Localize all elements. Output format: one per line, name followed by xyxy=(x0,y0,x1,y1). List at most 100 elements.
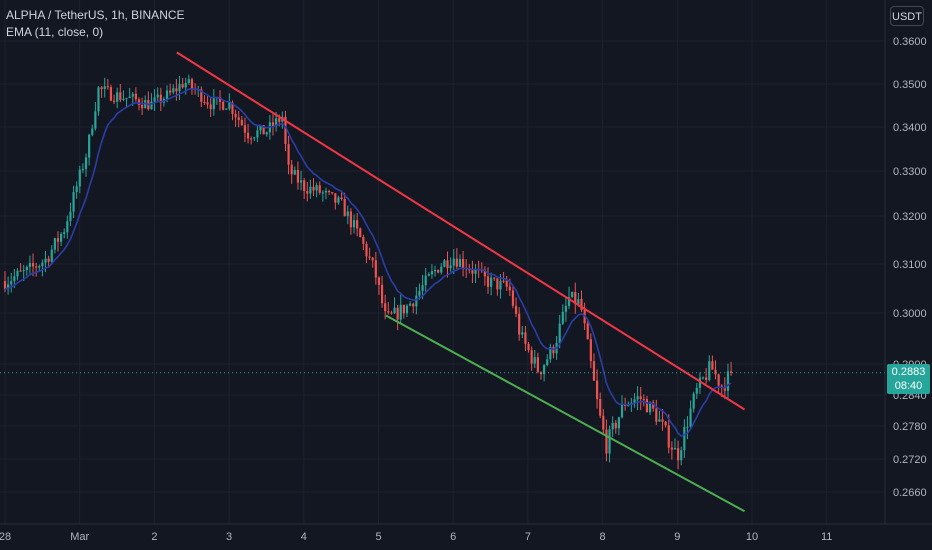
candle-body xyxy=(496,278,499,290)
candle-body xyxy=(667,425,670,448)
candle-body xyxy=(293,170,296,175)
chart-legend: ALPHA / TetherUS, 1h, BINANCE EMA (11, c… xyxy=(6,7,185,41)
grid xyxy=(0,0,885,524)
candle-body xyxy=(259,125,262,131)
candle-body xyxy=(483,269,487,277)
candle-body xyxy=(150,101,153,110)
candle-body xyxy=(558,323,561,343)
candle-body xyxy=(399,304,402,320)
candle-body xyxy=(165,90,169,100)
time-tick-label: 3 xyxy=(226,531,232,543)
candle-body xyxy=(530,350,533,364)
candle-body xyxy=(69,211,72,222)
candle-body xyxy=(701,377,705,379)
candle-body xyxy=(698,377,702,388)
candle-body xyxy=(402,304,405,314)
candle-body xyxy=(175,88,178,92)
price-tick-label: 0.3500 xyxy=(893,79,927,91)
candle-body xyxy=(128,96,131,98)
candle-body xyxy=(511,290,515,306)
candle-body xyxy=(97,87,100,112)
price-tick-label: 0.3000 xyxy=(893,308,927,320)
candle-body xyxy=(184,83,187,88)
candle-body xyxy=(458,258,462,267)
candle-body xyxy=(75,186,78,192)
price-tick-label: 0.3200 xyxy=(893,211,927,223)
candle-body xyxy=(446,260,449,269)
candle-body xyxy=(711,361,714,370)
candle-body xyxy=(7,284,10,289)
candle-body xyxy=(424,275,427,286)
candle-body xyxy=(415,295,418,307)
support-trendline[interactable] xyxy=(385,314,746,513)
candle-body xyxy=(605,429,608,454)
candle-body xyxy=(440,266,443,273)
candle-body xyxy=(106,86,109,88)
candle-body xyxy=(53,238,56,250)
candle-body xyxy=(639,396,642,399)
candle-body xyxy=(156,94,159,98)
candle-body xyxy=(253,137,256,139)
candle-body xyxy=(153,97,156,102)
candle-body xyxy=(28,263,32,267)
indicator-title[interactable]: EMA (11, close, 0) xyxy=(6,25,104,39)
candle-body xyxy=(636,396,639,400)
candle-body xyxy=(246,132,250,139)
candle-body xyxy=(346,211,349,217)
price-tick-label: 0.2720 xyxy=(893,454,927,466)
candle-body xyxy=(50,249,53,262)
last-price-value: 0.2883 xyxy=(891,366,926,378)
candle-body xyxy=(552,346,555,354)
candle-body xyxy=(505,280,508,287)
candle-body xyxy=(265,132,268,135)
candle-body xyxy=(695,387,698,394)
candle-body xyxy=(723,387,726,391)
candle-body xyxy=(362,237,365,244)
candle-body xyxy=(499,280,502,290)
candle-body xyxy=(296,170,300,183)
price-tick-label: 0.2780 xyxy=(893,421,927,433)
candle-body xyxy=(599,399,602,416)
candle-body xyxy=(595,380,599,400)
last-price-tag: 0.2883 08:40 xyxy=(887,364,930,394)
symbol-title[interactable]: ALPHA / TetherUS, 1h, BINANCE xyxy=(6,8,185,22)
candle-body xyxy=(686,426,689,428)
candle-body xyxy=(141,104,144,109)
candle-body xyxy=(84,157,88,169)
price-tick-label: 0.3600 xyxy=(893,36,927,48)
candle-body xyxy=(78,169,81,187)
candle-body xyxy=(602,415,605,430)
candle-body xyxy=(689,408,692,427)
candle-body xyxy=(337,197,340,203)
candle-body xyxy=(334,193,337,203)
currency-badge[interactable]: USDT xyxy=(890,6,924,26)
candle-body xyxy=(430,271,434,275)
candle-body xyxy=(387,311,390,313)
candle-body xyxy=(409,303,412,306)
resistance-trendline[interactable] xyxy=(176,51,746,411)
candle-body xyxy=(543,365,546,375)
bar-countdown: 08:40 xyxy=(894,380,923,392)
candle-body xyxy=(206,102,209,105)
candle-body xyxy=(617,417,620,429)
ema-line xyxy=(4,88,732,437)
candle-body xyxy=(218,97,222,102)
candle-body xyxy=(309,186,312,194)
candle-body xyxy=(614,422,617,429)
candle-body xyxy=(673,448,677,450)
candle-body xyxy=(343,198,346,217)
candle-body xyxy=(380,284,384,304)
candle-body xyxy=(536,357,539,372)
candle-body xyxy=(471,270,474,274)
candle-body xyxy=(72,191,75,212)
candle-body xyxy=(374,260,377,278)
candle-body xyxy=(262,125,265,135)
candle-body xyxy=(368,256,371,258)
candle-body xyxy=(642,398,645,400)
time-axis[interactable]: 28 Mar 2 3 4 5 6 7 8 9 10 11 xyxy=(0,531,832,543)
candle-body xyxy=(421,285,424,291)
price-axis[interactable]: 0.3600 0.3500 0.3400 0.3300 0.3200 0.3100 0.30… xyxy=(893,36,927,499)
candle-body xyxy=(159,94,162,103)
time-tick-label: 2 xyxy=(151,531,157,543)
